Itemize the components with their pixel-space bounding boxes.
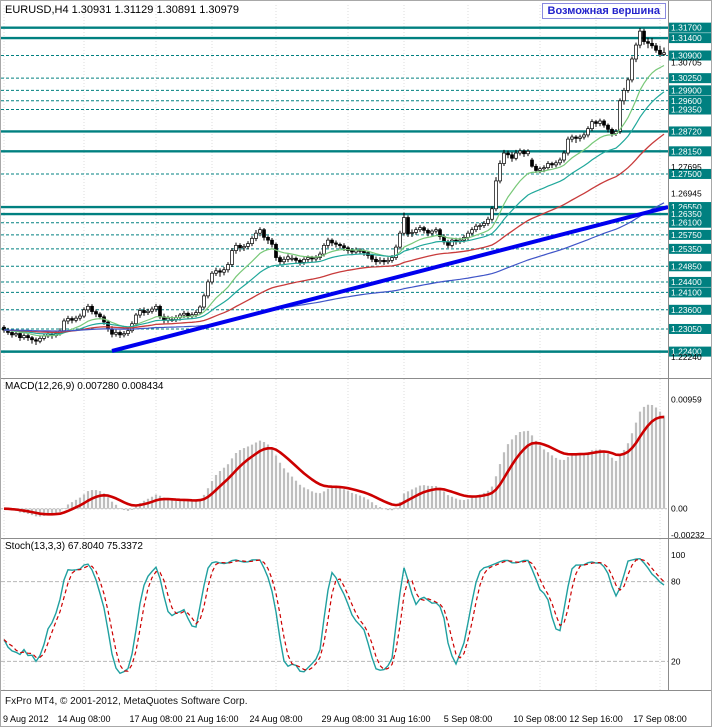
price-level-label: 1.28150	[671, 146, 702, 156]
price-level-badge	[669, 323, 711, 334]
macd-axis-label: 0.00959	[671, 395, 702, 405]
price-level-badge	[669, 346, 711, 357]
price-level-badge	[669, 73, 711, 84]
price-level-badge	[669, 276, 711, 287]
time-axis-label: 9 Aug 2012	[3, 714, 49, 724]
price-level-label: 1.31700	[671, 23, 702, 33]
ma-line-144	[3, 202, 665, 332]
price-level-label: 1.24850	[671, 261, 702, 271]
price-level-label: 1.26350	[671, 209, 702, 219]
price-level-label: 1.25350	[671, 244, 702, 254]
time-axis-label: 17 Aug 08:00	[129, 714, 182, 724]
price-level-badge	[669, 168, 711, 179]
price-level-badge	[669, 126, 711, 137]
price-level-label: 1.29900	[671, 85, 702, 95]
price-level-badge	[669, 146, 711, 157]
time-axis-label: 21 Aug 16:00	[185, 714, 238, 724]
price-level-label: 1.24400	[671, 277, 702, 287]
candlesticks	[2, 27, 666, 345]
price-level-badge	[669, 217, 711, 228]
price-level-badge	[669, 229, 711, 240]
price-axis-label: 1.26945	[671, 188, 702, 198]
price-level-label: 1.26550	[671, 202, 702, 212]
price-level-badge	[669, 209, 711, 220]
platform-copyright: FxPro MT4, © 2001-2012, MetaQuotes Softw…	[5, 696, 248, 707]
stoch-signal-line	[3, 558, 665, 672]
price-level-badge	[669, 33, 711, 44]
price-level-label: 1.29600	[671, 96, 702, 106]
price-level-label: 1.30250	[671, 73, 702, 83]
ma-line-13	[3, 64, 665, 337]
stoch-main-line	[3, 557, 665, 675]
moving-averages	[3, 64, 665, 337]
price-level-label: 1.31400	[671, 33, 702, 43]
price-level-label: 1.24100	[671, 287, 702, 297]
stoch-axis-label: 80	[671, 577, 681, 587]
ma-line-26	[3, 91, 665, 335]
price-level-label: 1.30900	[671, 51, 702, 61]
price-level-label: 1.23600	[671, 305, 702, 315]
macd-histogram	[6, 404, 666, 517]
price-level-badge	[669, 202, 711, 213]
price-level-label: 1.22400	[671, 347, 702, 357]
price-level-badge	[669, 95, 711, 106]
price-level-label: 1.26100	[671, 218, 702, 228]
price-level-badge	[669, 261, 711, 272]
stoch-axis-label: 20	[671, 656, 681, 666]
time-axis-label: 12 Sep 16:00	[569, 714, 623, 724]
price-level-badge	[669, 22, 711, 33]
time-axis-label: 31 Aug 16:00	[377, 714, 430, 724]
price-level-label: 1.29350	[671, 105, 702, 115]
ma-line-55	[3, 133, 665, 333]
time-axis-label: 24 Aug 08:00	[249, 714, 302, 724]
price-level-badge	[669, 50, 711, 61]
symbol-ohlc-title: EURUSD,H4 1.30931 1.31129 1.30891 1.3097…	[5, 4, 240, 16]
time-axis-label: 10 Sep 08:00	[513, 714, 567, 724]
price-level-label: 1.27500	[671, 169, 702, 179]
time-scale[interactable]: 9 Aug 2012 14 Aug 08:00 17 Aug 08:00 21 Aug…	[3, 714, 687, 724]
price-level-label: 1.23050	[671, 324, 702, 334]
stoch-indicator-label: Stoch(13,3,3) 67.8040 75.3372	[5, 541, 143, 552]
time-axis-label: 14 Aug 08:00	[57, 714, 110, 724]
stoch-axis-label: 100	[671, 550, 685, 560]
price-level-badge	[669, 243, 711, 254]
time-axis-label: 17 Sep 08:00	[633, 714, 687, 724]
price-level-label: 1.25750	[671, 230, 702, 240]
price-level-badge	[669, 104, 711, 115]
macd-axis-label: 0.00	[671, 504, 688, 514]
time-axis-label: 29 Aug 08:00	[321, 714, 374, 724]
macd-axis-label: -0.00232	[671, 530, 705, 540]
annotation-possible-top[interactable]: Возможная вершина	[541, 3, 666, 19]
support-resistance-lines[interactable]	[1, 26, 668, 353]
price-level-label: 1.28720	[671, 126, 702, 136]
price-level-badge	[669, 304, 711, 315]
macd-indicator-label: MACD(12,26,9) 0.007280 0.008434	[5, 381, 164, 392]
uptrend-line[interactable]	[111, 205, 669, 353]
price-axis-label: 1.27695	[671, 162, 702, 172]
price-level-badge	[669, 85, 711, 96]
price-level-badge	[669, 287, 711, 298]
price-axis-label: 1.22240	[671, 352, 702, 362]
time-axis-label: 5 Sep 08:00	[444, 714, 493, 724]
macd-signal-line	[3, 415, 665, 516]
price-axis-label: 1.30705	[671, 57, 702, 67]
